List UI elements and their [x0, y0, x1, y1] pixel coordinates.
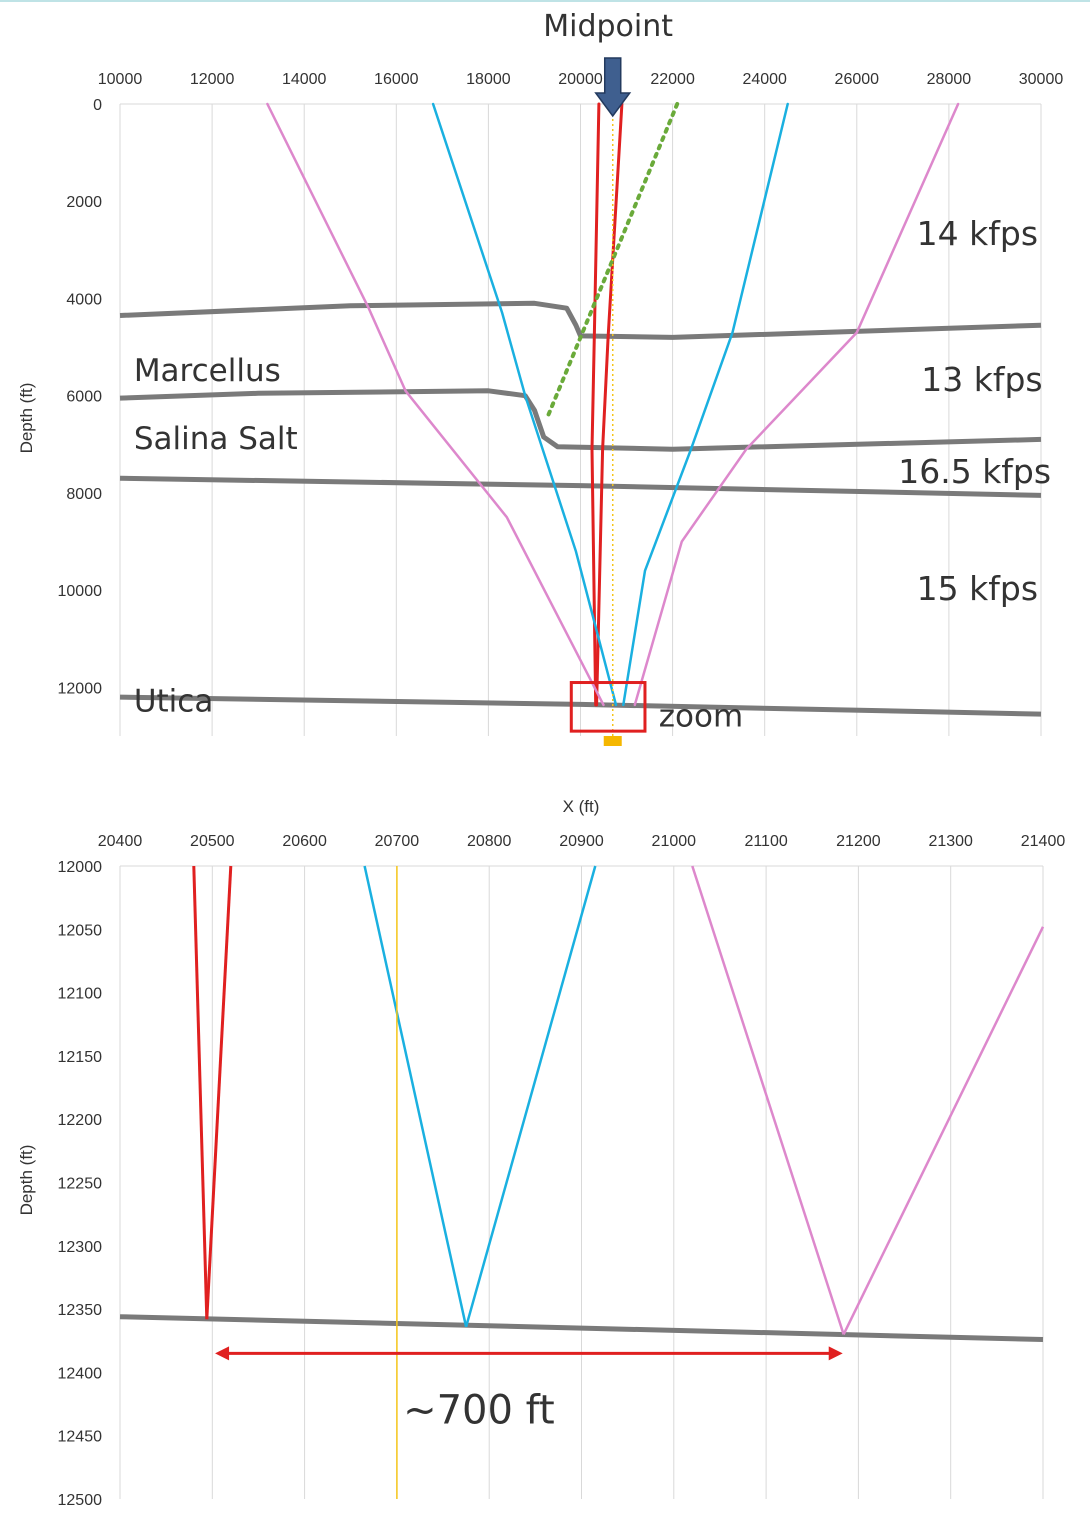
overview-y-tick-label: 12000: [58, 680, 103, 697]
zoom-y-tick-label: 12500: [58, 1492, 103, 1509]
zoom-x-tick-label: 20400: [98, 833, 143, 850]
horizon-line: [119, 388, 1042, 452]
annotation-15-kfps: 15 kfps: [917, 569, 1038, 608]
overview-x-tick-label: 20000: [558, 71, 603, 88]
midpoint-marker: [603, 736, 622, 746]
zoom-y-tick-label: 12000: [58, 859, 103, 876]
overview-x-tick-label: 18000: [466, 71, 511, 88]
overview-extras: [569, 57, 647, 746]
zoom-y-tick-label: 12200: [58, 1112, 103, 1129]
zoom-x-tick-labels: 20400 20500 20600 20700 20800 20900 21000 21100…: [98, 833, 1066, 850]
measure-arrow-right-icon: [828, 1346, 843, 1361]
zoom-y-tick-label: 12450: [58, 1429, 103, 1446]
pink-ray: [266, 102, 605, 707]
overview-x-tick-label: 30000: [1019, 71, 1064, 88]
overview-x-tick-label: 22000: [650, 71, 695, 88]
red-ray: [192, 865, 209, 1320]
overview-rays: [266, 102, 960, 707]
zoom-y-axis-label: Depth (ft): [17, 1145, 36, 1216]
overview-y-tick-label: 4000: [66, 291, 102, 308]
red-ray: [205, 865, 233, 1320]
overview-chart: 10000 12000 14000 16000 18000 20000 22000 24000…: [17, 9, 1063, 816]
blue-ray: [464, 865, 597, 1328]
horizon-line: [119, 475, 1042, 498]
overview-x-tick-label: 12000: [190, 71, 235, 88]
overview-x-tick-label: 24000: [742, 71, 787, 88]
zoom-y-tick-label: 12100: [58, 986, 103, 1003]
annotation-13-kfps: 13 kfps: [921, 360, 1042, 399]
annotation-16-5-kfps: 16.5 kfps: [898, 452, 1051, 491]
zoom-x-tick-label: 21400: [1021, 833, 1066, 850]
overview-x-tick-label: 14000: [282, 71, 327, 88]
zoom-box: [569, 681, 647, 733]
zoom-x-tick-label: 20900: [559, 833, 604, 850]
overview-annotations: Midpoint 14 kfps 13 kfps 16.5 kfps 15 kfps Ma…: [134, 9, 1051, 734]
overview-x-tick-label: 28000: [927, 71, 972, 88]
overview-y-axis-label: Depth (ft): [17, 383, 36, 454]
pink-ray: [633, 102, 960, 707]
horizon-line: [119, 300, 1042, 340]
zoom-x-tick-label: 21200: [836, 833, 881, 850]
overview-x-tick-labels: 10000 12000 14000 16000 18000 20000 22000 24000…: [98, 71, 1064, 88]
overview-y-tick-label: 0: [93, 97, 102, 114]
zoom-y-tick-label: 12350: [58, 1302, 103, 1319]
zoom-x-tick-label: 20800: [467, 833, 512, 850]
annotation-midpoint: Midpoint: [543, 9, 673, 44]
zoom-x-tick-label: 20700: [375, 833, 420, 850]
red-ray: [595, 102, 624, 707]
overview-grid: [119, 103, 1042, 736]
pink-ray: [842, 926, 1045, 1335]
zoom-y-tick-label: 12150: [58, 1049, 103, 1066]
measure-arrow-left-icon: [215, 1346, 230, 1361]
blue-ray: [363, 865, 468, 1328]
blue-ray: [431, 102, 618, 707]
zoom-grid: [119, 865, 1044, 1499]
blue-ray: [622, 102, 789, 707]
overview-y-tick-label: 8000: [66, 486, 102, 503]
zoom-x-tick-label: 20500: [190, 833, 235, 850]
zoom-horizons: [119, 1314, 1044, 1342]
overview-y-tick-label: 6000: [66, 389, 102, 406]
overview-horizons: [119, 300, 1042, 717]
zoom-x-tick-label: 21000: [652, 833, 697, 850]
red-ray: [590, 102, 601, 707]
utica-horizon-line: [119, 1314, 1044, 1342]
overview-x-tick-label: 26000: [835, 71, 880, 88]
top-border: [0, 0, 1090, 2]
zoom-y-tick-labels: 12000 12050 12100 12150 12200 12250 12300 12350…: [58, 859, 103, 1509]
overview-y-tick-label: 10000: [58, 583, 103, 600]
zoom-chart: 20400 20500 20600 20700 20800 20900 21000 21100…: [17, 833, 1065, 1509]
horizon-line: [119, 694, 1042, 717]
overview-x-tick-label: 16000: [374, 71, 419, 88]
pink-ray: [691, 865, 845, 1335]
zoom-x-tick-label: 21300: [928, 833, 973, 850]
annotation-14-kfps: 14 kfps: [917, 214, 1038, 253]
zoom-extras: ~700 ft: [215, 866, 843, 1499]
zoom-x-tick-label: 21100: [744, 833, 787, 850]
annotation-salina-salt: Salina Salt: [134, 421, 298, 457]
zoom-rays: [192, 865, 1045, 1335]
zoom-y-tick-label: 12300: [58, 1239, 103, 1256]
zoom-y-tick-label: 12400: [58, 1365, 103, 1382]
zoom-x-tick-label: 20600: [282, 833, 327, 850]
annotation-marcellus: Marcellus: [134, 353, 281, 389]
zoom-y-tick-label: 12050: [58, 922, 103, 939]
overview-y-tick-label: 2000: [66, 194, 102, 211]
midpoint-arrow-icon: [594, 57, 632, 118]
annotation-zoom: zoom: [659, 698, 743, 734]
green-ray: [546, 102, 680, 418]
overview-x-tick-label: 10000: [98, 71, 143, 88]
annotation-utica: Utica: [134, 684, 214, 720]
overview-x-axis-label: X (ft): [563, 797, 600, 816]
zoom-y-tick-label: 12250: [58, 1176, 103, 1193]
measure-label: ~700 ft: [403, 1387, 555, 1433]
overview-y-tick-labels: 0 2000 4000 6000 8000 10000 12000: [58, 97, 103, 697]
